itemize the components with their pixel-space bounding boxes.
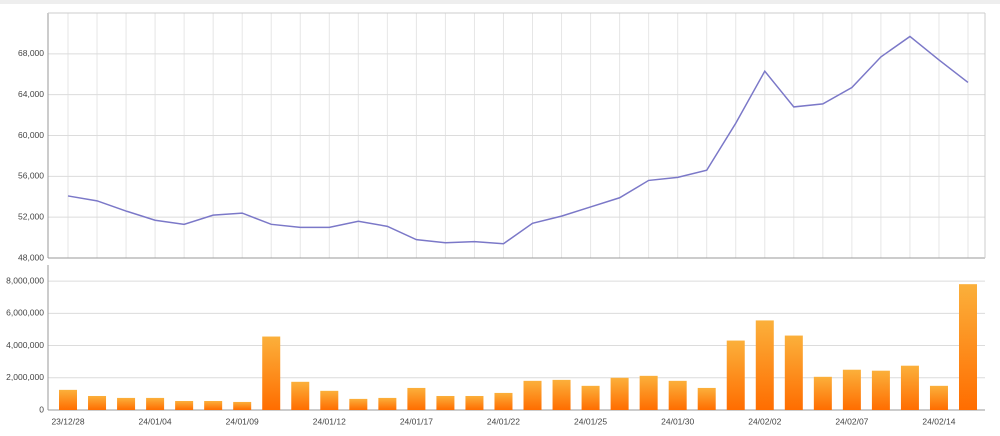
x-tick-label: 24/01/17 — [400, 416, 433, 426]
y-tick-label: 2,000,000 — [6, 372, 44, 382]
x-tick-label: 24/01/25 — [574, 416, 607, 426]
bar — [233, 401, 252, 410]
bar — [871, 370, 890, 410]
bar — [320, 390, 339, 410]
bar — [146, 397, 165, 410]
x-tick-label: 24/01/22 — [487, 416, 520, 426]
bar — [494, 392, 513, 410]
bar — [552, 379, 571, 410]
y-tick-label: 6,000,000 — [6, 308, 44, 318]
bar — [88, 395, 107, 410]
bar — [436, 395, 455, 410]
bar — [378, 397, 397, 410]
bar — [465, 395, 484, 410]
bar — [262, 336, 281, 410]
bar — [668, 380, 687, 410]
bar — [813, 376, 832, 410]
y-tick-label: 64,000 — [18, 89, 44, 99]
price-line — [67, 35, 969, 245]
x-tick-label: 24/01/12 — [313, 416, 346, 426]
bar — [291, 381, 310, 410]
x-tick-label: 24/02/02 — [748, 416, 781, 426]
bar — [726, 340, 745, 410]
x-tick-label: 24/01/04 — [139, 416, 172, 426]
y-tick-label: 60,000 — [18, 130, 44, 140]
top-shadow — [0, 0, 1000, 4]
x-tick-label: 24/02/07 — [835, 416, 868, 426]
bar — [959, 284, 977, 410]
y-tick-label: 4,000,000 — [6, 340, 44, 350]
bar — [842, 369, 861, 410]
y-tick-label: 8,000,000 — [6, 275, 44, 285]
bar — [349, 398, 368, 410]
bar — [581, 385, 600, 410]
bar — [610, 377, 629, 410]
y-tick-label: 48,000 — [18, 252, 44, 262]
bar — [784, 335, 803, 410]
bar — [929, 385, 948, 410]
bar — [900, 365, 919, 410]
x-tick-label: 23/12/28 — [51, 416, 84, 426]
x-tick-label: 24/01/09 — [226, 416, 259, 426]
y-tick-label: 52,000 — [18, 211, 44, 221]
bar — [59, 389, 77, 410]
bar — [697, 387, 716, 410]
y-tick-label: 56,000 — [18, 171, 44, 181]
bar — [407, 387, 426, 410]
bar — [175, 400, 194, 410]
x-tick-label: 24/01/30 — [661, 416, 694, 426]
bar — [755, 320, 774, 410]
bar — [523, 380, 542, 410]
y-tick-label: 0 — [39, 404, 44, 414]
bar — [639, 375, 658, 410]
y-tick-label: 68,000 — [18, 48, 44, 58]
bar — [117, 397, 136, 410]
bar — [204, 400, 223, 410]
x-tick-label: 24/02/14 — [922, 416, 955, 426]
